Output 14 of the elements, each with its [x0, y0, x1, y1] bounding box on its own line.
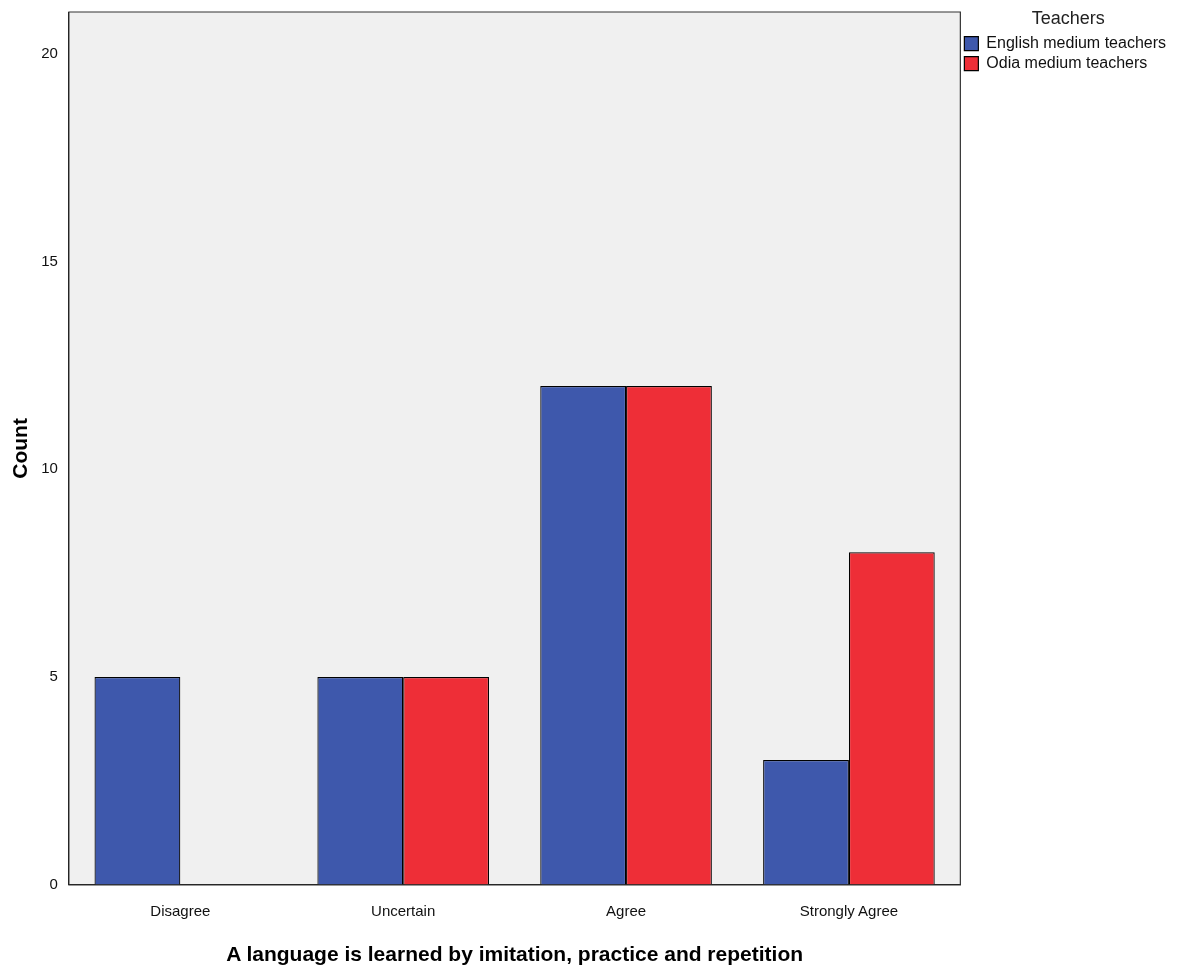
y-tick-label: 10 [41, 459, 58, 477]
x-tick-label: Agree [606, 901, 647, 919]
y-tick-label: 5 [49, 667, 58, 685]
y-axis-title: Count [8, 418, 32, 479]
legend-title: Teachers [1031, 7, 1105, 28]
y-tick-label: 20 [41, 43, 58, 61]
x-tick-label: Uncertain [371, 901, 436, 919]
legend-label: English medium teachers [986, 34, 1166, 52]
x-axis-title: A language is learned by imitation, practice and repetition [226, 942, 804, 966]
y-tick-label: 0 [49, 874, 58, 892]
x-tick-label: Disagree [150, 901, 211, 919]
x-tick-label: Strongly Agree [799, 901, 899, 919]
legend-label: Odia medium teachers [986, 54, 1148, 72]
y-tick-label: 15 [41, 251, 58, 269]
